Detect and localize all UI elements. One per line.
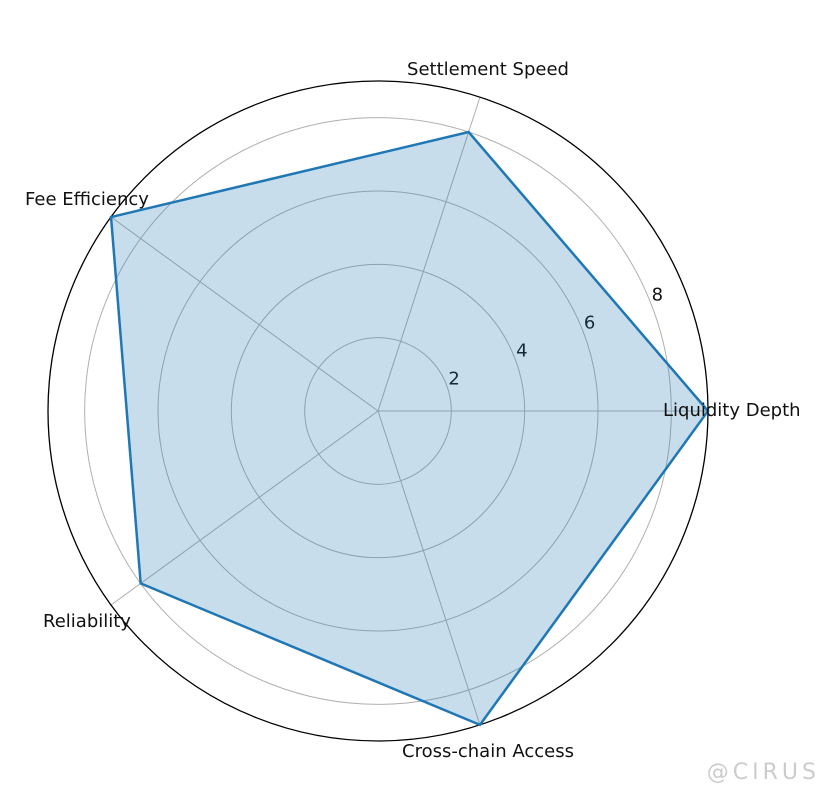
spoke xyxy=(110,216,379,412)
category-label: Fee Efficiency xyxy=(25,189,149,210)
category-label: Liquidity Depth xyxy=(663,400,801,421)
spoke xyxy=(377,410,481,726)
spoke xyxy=(377,96,481,412)
r-tick-label: 8 xyxy=(652,284,663,305)
category-label: Settlement Speed xyxy=(407,59,569,80)
r-tick-label: 4 xyxy=(516,340,527,361)
category-label: Reliability xyxy=(43,611,131,632)
r-tick-label: 6 xyxy=(584,312,595,333)
spoke xyxy=(110,410,379,606)
watermark: @CIRUS xyxy=(707,760,820,785)
r-tick-label: 2 xyxy=(448,368,459,389)
category-label: Cross-chain Access xyxy=(402,741,574,762)
radar-area xyxy=(111,132,708,725)
radar-line xyxy=(109,130,710,727)
